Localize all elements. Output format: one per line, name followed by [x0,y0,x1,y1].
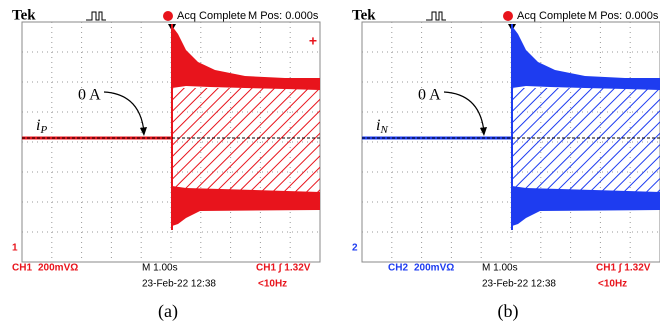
footer-channel: CH1 [12,263,32,274]
footer-date: 23-Feb-22 12:38 [482,279,556,290]
zero-annotation: 0 A [418,87,441,104]
footer-timebase: M 1.00s [482,263,518,274]
footer-channel: CH2 [388,263,408,274]
status: Acq Complete [517,10,586,22]
acq-dot [163,11,173,21]
trigger-level: + [309,33,317,49]
run-icon [86,12,106,20]
label-sub: P [39,124,47,136]
brand: Tek [352,7,376,23]
footer-frequency: <10Hz [598,279,627,290]
caption: (b) [498,301,519,322]
position: M Pos: 0.000s [588,10,659,22]
acq-dot [503,11,513,21]
label-sub: N [379,124,388,136]
brand: Tek [12,7,36,23]
footer-trigger: CH1 ∫ 1.32V [596,263,651,274]
footer-scale: 200mVΩ [38,263,78,274]
footer-frequency: <10Hz [258,279,287,290]
figure: TekAcq CompleteM Pos: 0.000s+0 AiP1CH120… [0,0,660,326]
caption: (a) [158,301,178,322]
channel-marker: 1 [12,243,18,254]
footer-timebase: M 1.00s [142,263,178,274]
status: Acq Complete [177,10,246,22]
footer-trigger: CH1 ∫ 1.32V [256,263,311,274]
channel-marker: 2 [352,243,358,254]
run-icon [426,12,446,20]
position: M Pos: 0.000s [248,10,319,22]
footer-date: 23-Feb-22 12:38 [142,279,216,290]
zero-annotation: 0 A [78,87,101,104]
footer-scale: 200mVΩ [414,263,454,274]
